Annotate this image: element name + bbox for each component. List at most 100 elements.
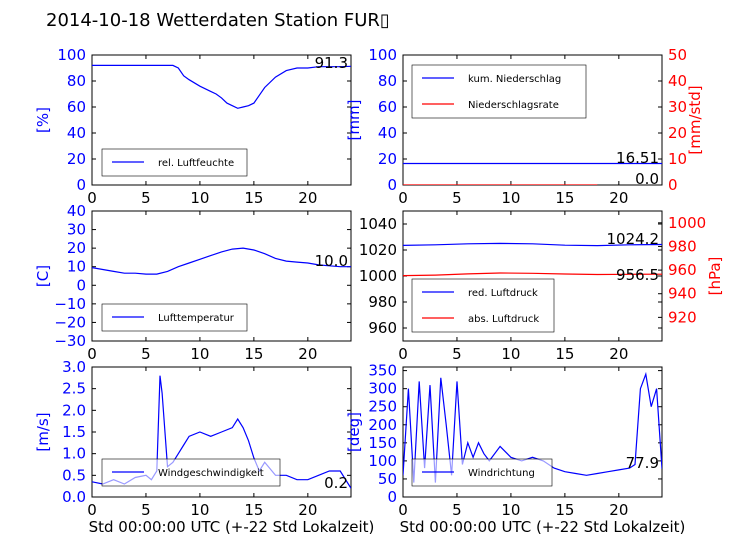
panel-5: 0 5 10 15 20 0.0 0.5 1.0 1.5 2.0 2.5 3.0 [m/s] Windge… [34, 358, 352, 519]
x-tick-label: 0 [398, 501, 408, 519]
x-tick-label: 5 [452, 189, 462, 207]
y-tick-label: 1040 [359, 215, 397, 233]
x-tick-label: 5 [452, 501, 462, 519]
y-tick-label: 350 [368, 362, 397, 380]
y-tick-label: 0 [76, 276, 86, 294]
y-axis-label: [deg] [345, 412, 363, 452]
y-tick-label: 0 [387, 176, 397, 194]
panel-6: 0 5 10 15 20050100150200250300350[deg]Windri… [345, 362, 663, 519]
y-right-tick-label: 920 [668, 308, 697, 326]
y-right-tick-label: 30 [668, 98, 687, 116]
legend-label: kum. Niederschlag [468, 74, 561, 85]
y-tick-label: 150 [368, 434, 397, 452]
legend-label: Niederschlagsrate [468, 100, 559, 111]
x-tick-label: 20 [609, 345, 628, 363]
legend-label: abs. Luftdruck [468, 314, 539, 325]
x-tick-label: 15 [555, 501, 574, 519]
y-right-tick-label: 20 [668, 124, 687, 142]
y-tick-label: 1.0 [62, 445, 86, 463]
x-tick-label: 0 [87, 501, 97, 519]
x-tick-label: 10 [190, 501, 209, 519]
y-tick-label: 2.0 [62, 401, 86, 419]
x-tick-label: 0 [87, 189, 97, 207]
x-tick-label: 5 [141, 345, 151, 363]
y-tick-label: 960 [368, 319, 397, 337]
y-right-tick-label: 960 [668, 261, 697, 279]
y-tick-label: 100 [368, 46, 397, 64]
y-tick-label: 2.5 [62, 380, 86, 398]
y-tick-label: 80 [67, 72, 86, 90]
y-right-tick-label: 940 [668, 285, 697, 303]
y-tick-label: 3.0 [62, 358, 86, 376]
y-tick-label: 50 [378, 470, 397, 488]
y-tick-label: 200 [368, 416, 397, 434]
x-tick-label: 0 [87, 345, 97, 363]
x-tick-label: 5 [141, 501, 151, 519]
x-tick-label: 15 [555, 189, 574, 207]
x-tick-label: 15 [244, 189, 263, 207]
legend-box [411, 278, 555, 333]
panel-1: 0 5 10 15 20 0 20 40 60 80 100 [%] rel. Luftfeuchte 9… [34, 46, 352, 207]
legend-label: Windgeschwindigkeit [158, 468, 264, 479]
current-value-right-label: 0.0 [635, 170, 659, 188]
y-tick-label: 20 [67, 239, 86, 257]
x-tick-label: 15 [555, 345, 574, 363]
x-tick-label: 20 [298, 501, 317, 519]
y-right-tick-label: 10 [668, 150, 687, 168]
y-right-tick-label: 40 [668, 72, 687, 90]
y-tick-label: 40 [378, 124, 397, 142]
y-tick-label: 300 [368, 380, 397, 398]
x-tick-label: 20 [609, 501, 628, 519]
y-tick-label: 1000 [359, 267, 397, 285]
y-tick-label: 40 [67, 202, 86, 220]
y-tick-label: 0.5 [62, 466, 86, 484]
y-right-tick-label: 0 [668, 176, 678, 194]
plot-frame [91, 54, 352, 186]
y-tick-label: −10 [54, 295, 86, 313]
y-tick-label: 250 [368, 398, 397, 416]
current-value-right-label: 956.5 [616, 266, 659, 284]
x-tick-label: 10 [501, 345, 520, 363]
y-tick-label: 20 [378, 150, 397, 168]
x-tick-label: 20 [298, 345, 317, 363]
series-line-1 [403, 242, 662, 247]
y-tick-label: −30 [54, 332, 86, 350]
y-tick-label: 100 [57, 46, 86, 64]
panel-3: 0 5 10 15 20−30−20−10010203040[C]Lufttempera… [34, 202, 352, 363]
y-tick-label: 0.0 [62, 488, 86, 506]
legend-label: Lufttemperatur [158, 313, 235, 324]
figure-title: 2014-10-18 Wetterdaten Station FUR▯ [46, 10, 390, 31]
x-tick-label: 10 [501, 189, 520, 207]
series-line-1 [92, 247, 351, 275]
y-tick-label: 980 [368, 293, 397, 311]
x-tick-label: 10 [190, 345, 209, 363]
legend-box [411, 64, 587, 119]
plot-frame [91, 210, 352, 342]
series-line-2 [403, 272, 662, 277]
x-tick-label: 20 [609, 189, 628, 207]
y-tick-label: 0 [76, 176, 86, 194]
x-axis-label: Std 00:00:00 UTC (+-22 Std Lokalzeit) [89, 518, 375, 536]
y-tick-label: 80 [378, 72, 397, 90]
current-value-label: 1024.2 [607, 230, 660, 248]
current-value-label: 10.0 [315, 252, 348, 270]
series-line-1 [92, 64, 351, 109]
y-right-tick-label: 980 [668, 237, 697, 255]
legend-label: Windrichtung [468, 468, 535, 479]
x-tick-label: 15 [244, 501, 263, 519]
y-tick-label: 60 [67, 98, 86, 116]
panel-4: 0 5 10 15 20 960 980 1000 1020 1040 920 940 960 980 10… [359, 210, 724, 363]
y-tick-label: 20 [67, 150, 86, 168]
x-tick-label: 15 [244, 345, 263, 363]
current-value-label: 16.51 [616, 149, 659, 167]
y-right-axis-label: [mm/std] [686, 85, 704, 154]
x-tick-label: 5 [141, 189, 151, 207]
x-tick-label: 10 [501, 501, 520, 519]
y-axis-label: [mm] [345, 100, 363, 141]
current-value-label: 91.3 [315, 54, 348, 72]
y-axis-label: [C] [34, 265, 52, 287]
y-right-tick-label: 50 [668, 46, 687, 64]
y-tick-label: 10 [67, 258, 86, 276]
x-tick-label: 0 [398, 345, 408, 363]
